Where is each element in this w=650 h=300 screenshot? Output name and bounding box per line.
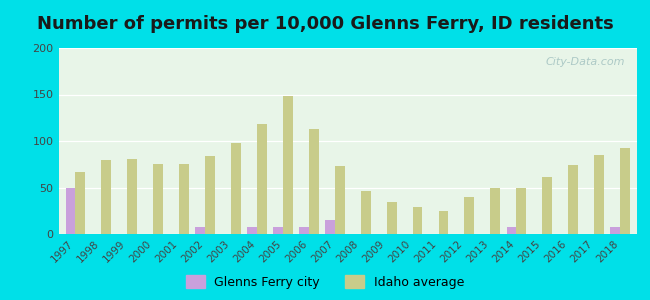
- Bar: [257, 124, 266, 234]
- Bar: [195, 226, 205, 234]
- Bar: [179, 164, 189, 234]
- Bar: [335, 166, 344, 234]
- Legend: Glenns Ferry city, Idaho average: Glenns Ferry city, Idaho average: [181, 270, 469, 294]
- Bar: [66, 188, 75, 234]
- Bar: [610, 226, 620, 234]
- Bar: [205, 156, 215, 234]
- Bar: [101, 160, 111, 234]
- Bar: [594, 155, 604, 234]
- Bar: [439, 211, 448, 234]
- Bar: [247, 226, 257, 234]
- Bar: [153, 164, 163, 234]
- Bar: [387, 202, 396, 234]
- Bar: [283, 96, 292, 234]
- Bar: [413, 207, 422, 234]
- Bar: [361, 191, 370, 234]
- Text: City-Data.com: City-Data.com: [546, 57, 625, 67]
- Bar: [542, 177, 552, 234]
- Bar: [299, 226, 309, 234]
- Bar: [127, 159, 137, 234]
- Bar: [506, 226, 516, 234]
- Bar: [273, 226, 283, 234]
- Bar: [620, 148, 630, 234]
- Bar: [491, 188, 500, 234]
- Bar: [568, 165, 578, 234]
- Bar: [516, 188, 526, 234]
- Text: Number of permits per 10,000 Glenns Ferry, ID residents: Number of permits per 10,000 Glenns Ferr…: [36, 15, 614, 33]
- Bar: [231, 143, 241, 234]
- Bar: [309, 129, 318, 234]
- Bar: [465, 197, 474, 234]
- Bar: [75, 172, 85, 234]
- Bar: [325, 220, 335, 234]
